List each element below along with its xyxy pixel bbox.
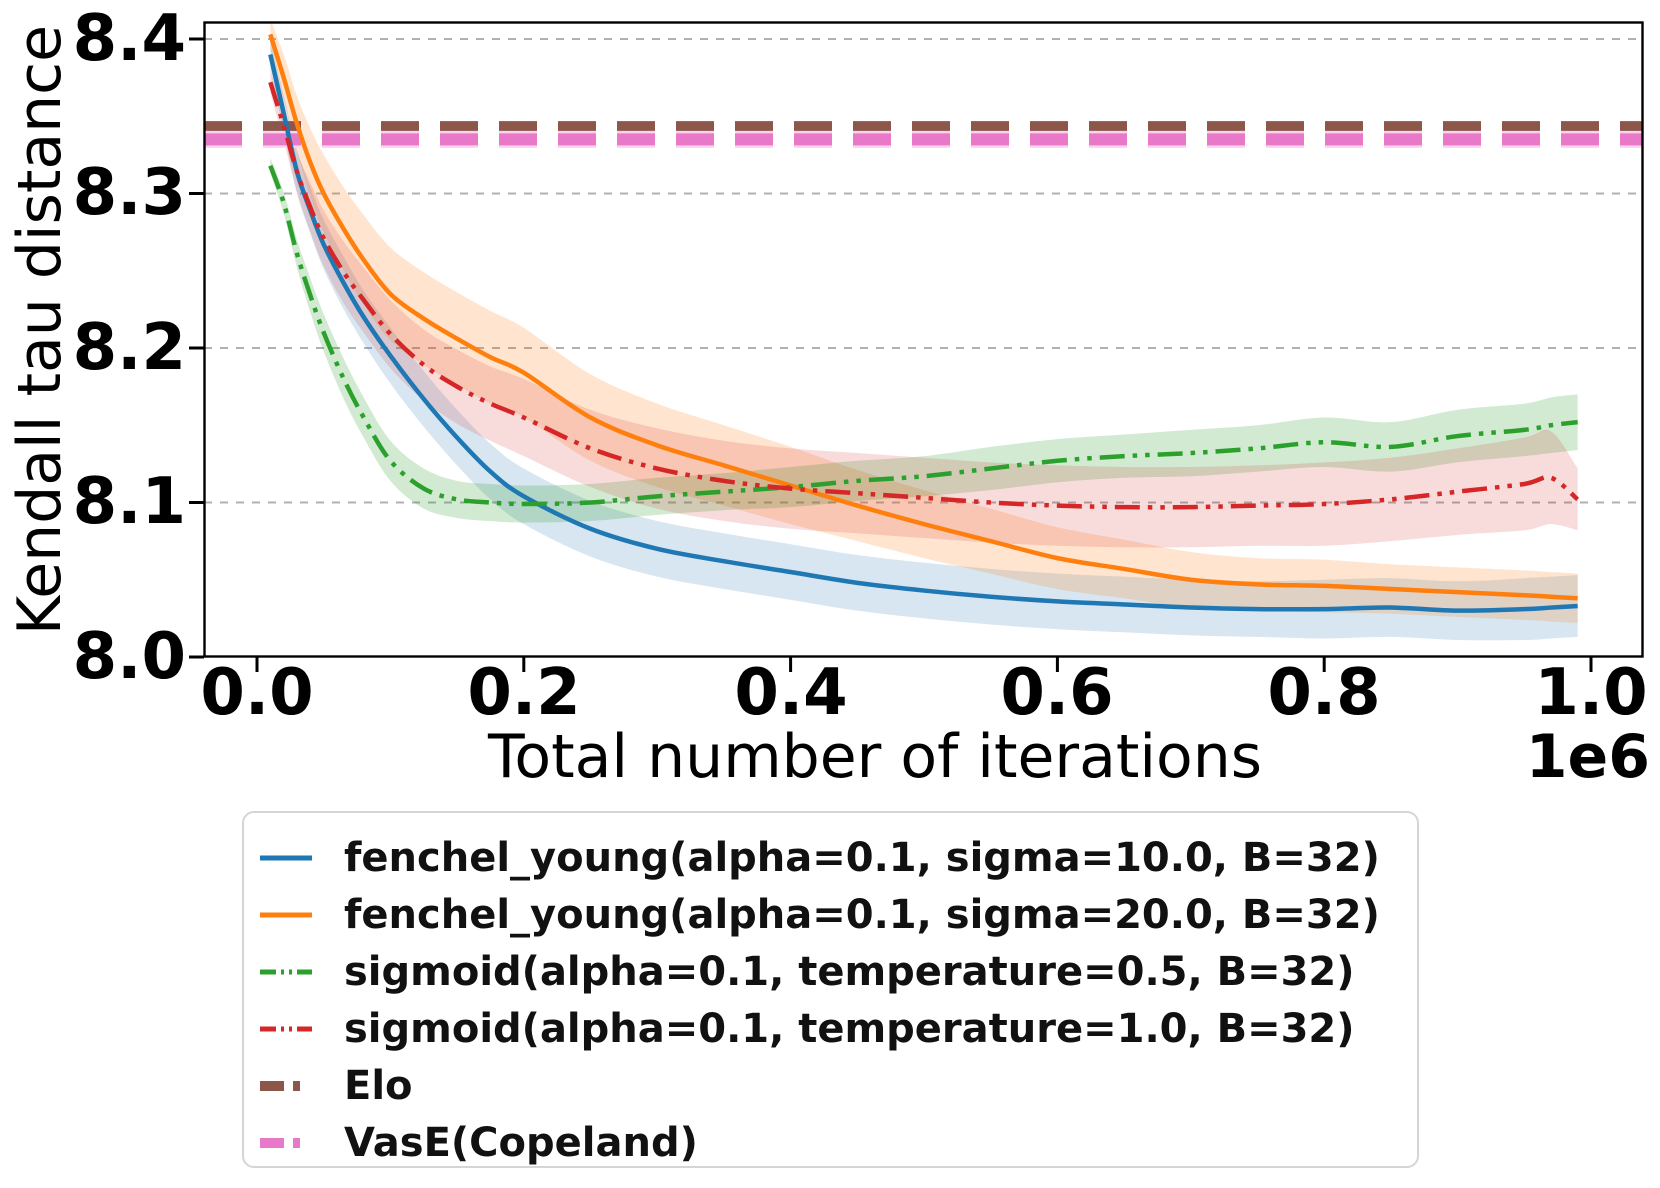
x-axis-label: Total number of iterations — [487, 722, 1263, 792]
x-tick-label: 0.8 — [1267, 656, 1381, 730]
legend-label: Elo — [344, 1062, 413, 1109]
legend-line-sample — [260, 855, 312, 860]
y-axis-label: Kendall tau distance — [5, 24, 75, 636]
legend-line-sample — [260, 969, 312, 974]
legend-line-sample — [260, 1137, 312, 1148]
legend-item-sigmoid-temp10: sigmoid(alpha=0.1, temperature=1.0, B=32… — [258, 1000, 1417, 1057]
legend-label: sigmoid(alpha=0.1, temperature=1.0, B=32… — [344, 1005, 1355, 1052]
x-tick-label: 0.4 — [734, 656, 848, 730]
legend-label: VasE(Copeland) — [344, 1119, 698, 1166]
legend-item-fenchel-young-sigma20: fenchel_young(alpha=0.1, sigma=20.0, B=3… — [258, 886, 1417, 943]
y-tick-label: 8.3 — [72, 156, 186, 230]
legend-item-elo: Elo — [258, 1057, 1417, 1114]
legend-label: fenchel_young(alpha=0.1, sigma=10.0, B=3… — [344, 834, 1380, 881]
x-tick-label: 1.0 — [1534, 656, 1648, 730]
legend-line-sample — [260, 912, 312, 917]
legend-item-sigmoid-temp05: sigmoid(alpha=0.1, temperature=0.5, B=32… — [258, 943, 1417, 1000]
x-tick-label: 0.0 — [200, 656, 314, 730]
legend-item-vase-copeland: VasE(Copeland) — [258, 1114, 1417, 1171]
x-axis-offset-label: 1e6 — [1525, 722, 1650, 792]
legend-line-sample — [260, 1026, 312, 1031]
legend-line-sample — [260, 1080, 312, 1091]
legend-label: fenchel_young(alpha=0.1, sigma=20.0, B=3… — [344, 891, 1380, 938]
x-tick-label: 0.6 — [1000, 656, 1114, 730]
legend: fenchel_young(alpha=0.1, sigma=10.0, B=3… — [242, 811, 1419, 1168]
legend-label: sigmoid(alpha=0.1, temperature=0.5, B=32… — [344, 948, 1355, 995]
y-tick-label: 8.4 — [72, 2, 186, 76]
legend-item-fenchel-young-sigma10: fenchel_young(alpha=0.1, sigma=10.0, B=3… — [258, 829, 1417, 886]
y-tick-label: 8.1 — [72, 465, 186, 539]
y-tick-label: 8.0 — [72, 620, 186, 694]
x-tick-label: 0.2 — [467, 656, 581, 730]
y-tick-label: 8.2 — [72, 311, 186, 385]
